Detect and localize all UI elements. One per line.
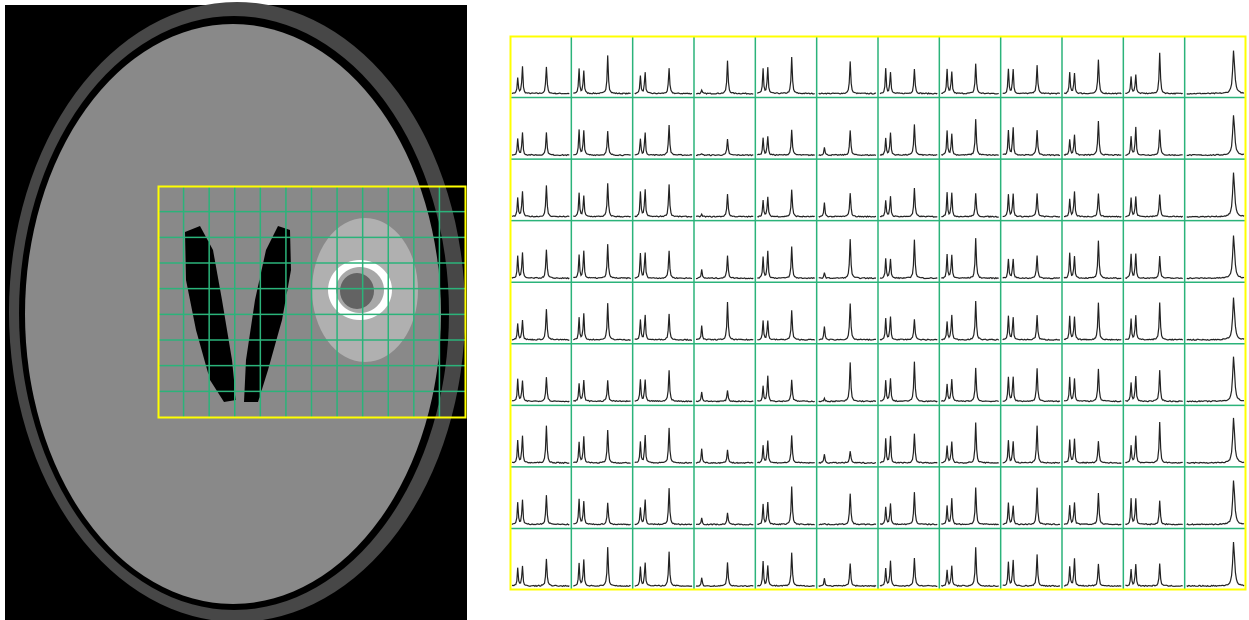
figure <box>0 0 1249 620</box>
core <box>340 273 374 309</box>
page: (() => { const data = JSON.parse(documen… <box>0 0 1249 620</box>
